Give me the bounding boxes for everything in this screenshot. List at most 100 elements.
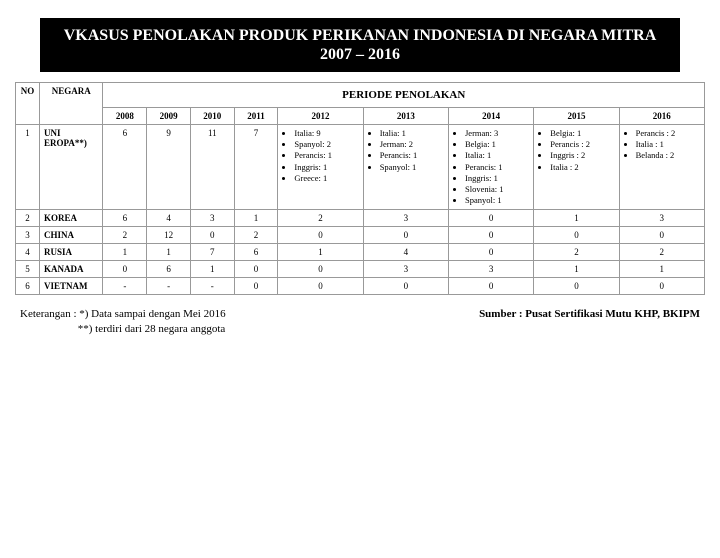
bullet-list: Perancis : 2Italia : 1Belanda : 2 — [624, 128, 700, 161]
table-row: 2KOREA643123013 — [16, 209, 705, 226]
table-row: 5KANADA061003311 — [16, 260, 705, 277]
header-year: 2015 — [534, 108, 619, 125]
table-row: 1UNI EROPA**)69117Italia: 9Spanyol: 2Per… — [16, 125, 705, 209]
bullet-list: Italia: 9Spanyol: 2Perancis: 1Inggris: 1… — [282, 128, 358, 183]
cell-value: 0 — [363, 226, 448, 243]
bullet-item: Perancis: 1 — [380, 150, 444, 161]
bullet-item: Perancis: 1 — [465, 162, 529, 173]
cell-value: 9 — [147, 125, 191, 209]
cell-no: 5 — [16, 260, 40, 277]
header-year: 2013 — [363, 108, 448, 125]
bullet-item: Perancis : 2 — [636, 128, 700, 139]
cell-value: 0 — [234, 260, 278, 277]
cell-value: 3 — [619, 209, 704, 226]
cell-value: 6 — [147, 260, 191, 277]
bullet-item: Jerman: 3 — [465, 128, 529, 139]
cell-value: 12 — [147, 226, 191, 243]
cell-value: Italia: 9Spanyol: 2Perancis: 1Inggris: 1… — [278, 125, 363, 209]
rejection-table: NO NEGARA PERIODE PENOLAKAN 2008 2009 20… — [15, 82, 705, 294]
cell-no: 6 — [16, 277, 40, 294]
cell-value: 1 — [534, 209, 619, 226]
cell-value: - — [147, 277, 191, 294]
header-no: NO — [16, 83, 40, 125]
cell-value: Belgia: 1Perancis : 2Inggris : 2Italia :… — [534, 125, 619, 209]
cell-value: - — [190, 277, 234, 294]
keterangan-line1: *) Data sampai dengan Mei 2016 — [79, 308, 225, 320]
bullet-item: Jerman: 2 — [380, 139, 444, 150]
cell-value: 1 — [103, 243, 147, 260]
header-year: 2010 — [190, 108, 234, 125]
cell-value: 1 — [619, 260, 704, 277]
bullet-item: Spanyol: 1 — [465, 195, 529, 206]
bullet-item: Perancis : 2 — [550, 139, 614, 150]
bullet-item: Inggris: 1 — [294, 162, 358, 173]
cell-value: 0 — [534, 277, 619, 294]
bullet-item: Italia : 2 — [550, 162, 614, 173]
cell-negara: RUSIA — [40, 243, 103, 260]
cell-value: 1 — [234, 209, 278, 226]
cell-value: 0 — [278, 260, 363, 277]
table-row: 6VIETNAM---000000 — [16, 277, 705, 294]
cell-negara: UNI EROPA**) — [40, 125, 103, 209]
cell-value: 0 — [619, 226, 704, 243]
cell-value: 1 — [190, 260, 234, 277]
bullet-item: Belgia: 1 — [550, 128, 614, 139]
cell-value: 7 — [190, 243, 234, 260]
cell-no: 1 — [16, 125, 40, 209]
cell-value: 1 — [278, 243, 363, 260]
table-row: 4RUSIA117614022 — [16, 243, 705, 260]
cell-no: 3 — [16, 226, 40, 243]
sumber: Sumber : Pusat Sertifikasi Mutu KHP, BKI… — [479, 307, 700, 338]
footer: Keterangan : *) Data sampai dengan Mei 2… — [20, 307, 700, 338]
cell-value: - — [103, 277, 147, 294]
bullet-list: Belgia: 1Perancis : 2Inggris : 2Italia :… — [538, 128, 614, 172]
keterangan-line2: **) terdiri dari 28 negara anggota — [78, 323, 226, 335]
cell-value: 7 — [234, 125, 278, 209]
cell-value: 3 — [363, 260, 448, 277]
cell-value: 1 — [534, 260, 619, 277]
cell-value: 2 — [534, 243, 619, 260]
cell-value: 4 — [363, 243, 448, 260]
bullet-item: Perancis: 1 — [294, 150, 358, 161]
bullet-list: Italia: 1Jerman: 2Perancis: 1Spanyol: 1 — [368, 128, 444, 172]
cell-value: 0 — [234, 277, 278, 294]
bullet-list: Jerman: 3Belgia: 1Italia: 1Perancis: 1In… — [453, 128, 529, 205]
cell-value: 6 — [103, 209, 147, 226]
cell-value: 3 — [190, 209, 234, 226]
bullet-item: Inggris: 1 — [465, 173, 529, 184]
header-year: 2011 — [234, 108, 278, 125]
cell-value: 2 — [103, 226, 147, 243]
bullet-item: Italia: 9 — [294, 128, 358, 139]
header-year: 2012 — [278, 108, 363, 125]
title-bar: VKASUS PENOLAKAN PRODUK PERIKANAN INDONE… — [40, 18, 680, 72]
bullet-item: Italia: 1 — [465, 150, 529, 161]
bullet-item: Belgia: 1 — [465, 139, 529, 150]
cell-value: 6 — [234, 243, 278, 260]
cell-value: 2 — [619, 243, 704, 260]
cell-value: 0 — [449, 243, 534, 260]
cell-value: 0 — [534, 226, 619, 243]
cell-value: Jerman: 3Belgia: 1Italia: 1Perancis: 1In… — [449, 125, 534, 209]
cell-value: 3 — [363, 209, 448, 226]
cell-value: 0 — [190, 226, 234, 243]
cell-negara: KOREA — [40, 209, 103, 226]
cell-value: 0 — [278, 277, 363, 294]
cell-negara: CHINA — [40, 226, 103, 243]
bullet-item: Slovenia: 1 — [465, 184, 529, 195]
cell-value: 0 — [619, 277, 704, 294]
header-periode: PERIODE PENOLAKAN — [103, 83, 705, 108]
cell-value: 11 — [190, 125, 234, 209]
cell-value: Italia: 1Jerman: 2Perancis: 1Spanyol: 1 — [363, 125, 448, 209]
cell-value: 0 — [449, 277, 534, 294]
header-year: 2008 — [103, 108, 147, 125]
cell-value: Perancis : 2Italia : 1Belanda : 2 — [619, 125, 704, 209]
cell-value: 0 — [103, 260, 147, 277]
cell-value: 2 — [278, 209, 363, 226]
bullet-item: Greece: 1 — [294, 173, 358, 184]
year-header-row: 2008 2009 2010 2011 2012 2013 2014 2015 … — [16, 108, 705, 125]
cell-value: 0 — [278, 226, 363, 243]
bullet-item: Inggris : 2 — [550, 150, 614, 161]
cell-value: 4 — [147, 209, 191, 226]
cell-value: 0 — [449, 226, 534, 243]
bullet-item: Spanyol: 1 — [380, 162, 444, 173]
